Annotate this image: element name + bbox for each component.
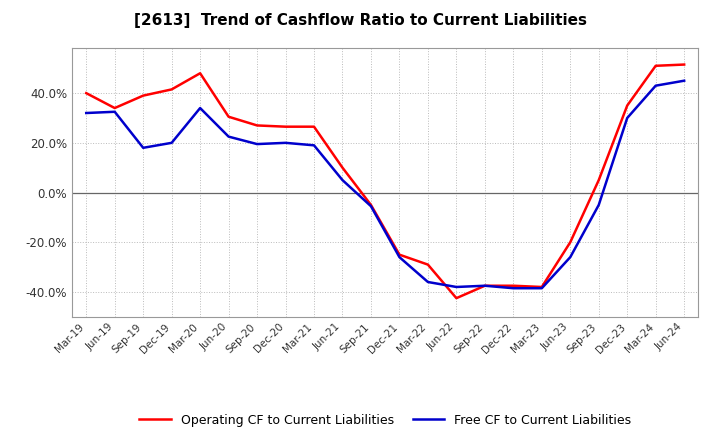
Free CF to Current Liabilities: [225, 134, 233, 139]
Operating CF to Current Liabilities: [338, 165, 347, 170]
Free CF to Current Liabilities: [253, 141, 261, 147]
Free CF to Current Liabilities: [395, 254, 404, 260]
Operating CF to Current Liabilities: [225, 114, 233, 119]
Operating CF to Current Liabilities: [680, 62, 688, 67]
Operating CF to Current Liabilities: [282, 124, 290, 129]
Operating CF to Current Liabilities: [366, 202, 375, 208]
Free CF to Current Liabilities: [566, 254, 575, 260]
Operating CF to Current Liabilities: [253, 123, 261, 128]
Free CF to Current Liabilities: [282, 140, 290, 146]
Free CF to Current Liabilities: [623, 115, 631, 121]
Operating CF to Current Liabilities: [595, 177, 603, 183]
Operating CF to Current Liabilities: [566, 240, 575, 245]
Operating CF to Current Liabilities: [167, 87, 176, 92]
Free CF to Current Liabilities: [537, 286, 546, 291]
Free CF to Current Liabilities: [509, 286, 518, 291]
Free CF to Current Liabilities: [423, 279, 432, 285]
Operating CF to Current Liabilities: [395, 252, 404, 257]
Operating CF to Current Liabilities: [423, 262, 432, 267]
Free CF to Current Liabilities: [196, 106, 204, 111]
Operating CF to Current Liabilities: [452, 296, 461, 301]
Free CF to Current Liabilities: [595, 202, 603, 208]
Operating CF to Current Liabilities: [82, 91, 91, 96]
Free CF to Current Liabilities: [110, 109, 119, 114]
Free CF to Current Liabilities: [452, 284, 461, 290]
Free CF to Current Liabilities: [652, 83, 660, 88]
Free CF to Current Liabilities: [139, 145, 148, 150]
Operating CF to Current Liabilities: [652, 63, 660, 69]
Operating CF to Current Liabilities: [110, 106, 119, 111]
Operating CF to Current Liabilities: [623, 103, 631, 108]
Free CF to Current Liabilities: [680, 78, 688, 83]
Line: Operating CF to Current Liabilities: Operating CF to Current Liabilities: [86, 65, 684, 298]
Free CF to Current Liabilities: [366, 204, 375, 209]
Operating CF to Current Liabilities: [139, 93, 148, 98]
Free CF to Current Liabilities: [338, 177, 347, 183]
Free CF to Current Liabilities: [82, 110, 91, 116]
Operating CF to Current Liabilities: [310, 124, 318, 129]
Operating CF to Current Liabilities: [196, 70, 204, 76]
Legend: Operating CF to Current Liabilities, Free CF to Current Liabilities: Operating CF to Current Liabilities, Fre…: [135, 409, 636, 432]
Text: [2613]  Trend of Cashflow Ratio to Current Liabilities: [2613] Trend of Cashflow Ratio to Curren…: [133, 13, 587, 28]
Operating CF to Current Liabilities: [480, 283, 489, 288]
Line: Free CF to Current Liabilities: Free CF to Current Liabilities: [86, 81, 684, 288]
Free CF to Current Liabilities: [167, 140, 176, 146]
Operating CF to Current Liabilities: [537, 284, 546, 290]
Free CF to Current Liabilities: [480, 283, 489, 288]
Operating CF to Current Liabilities: [509, 283, 518, 288]
Free CF to Current Liabilities: [310, 143, 318, 148]
